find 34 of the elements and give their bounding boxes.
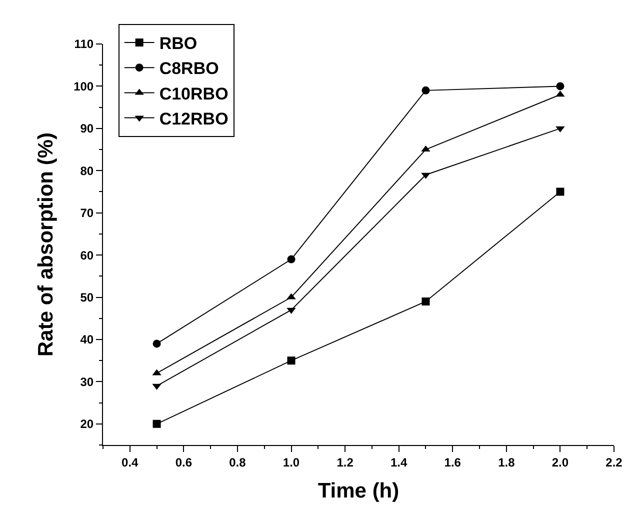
y-tick-label: 110 [74,37,94,52]
point [422,297,430,306]
y-tick-label: 60 [80,248,94,262]
y-axis-title: Rate of absorption (%) [34,132,58,356]
y-tick-label: 50 [80,290,94,304]
x-axis-title: Time (h) [318,480,400,503]
x-tick-label: 1.0 [282,455,300,470]
x-tick-label: 2.0 [552,455,569,470]
x-tick-label: 2.2 [606,455,623,470]
point [287,255,296,264]
y-tick-label: 30 [80,374,94,389]
x-tick-label: 1.8 [498,455,516,470]
y-tick-label: 100 [74,79,94,94]
y-tick-label: 20 [80,417,94,432]
y-tick-label: 90 [80,122,94,136]
y-tick-label: 80 [80,164,94,178]
x-tick-label: 1.2 [336,455,354,470]
legend-label: C10RBO [159,84,228,104]
x-tick-label: 0.8 [229,455,246,470]
legend-label: RBO [159,34,198,54]
point [152,340,161,348]
legend-label: C12RBO [159,109,228,128]
legend-label: C8RBO [159,59,219,78]
point [287,356,296,365]
x-tick-label: 1.4 [390,455,408,470]
x-tick-label: 0.4 [122,455,139,470]
point [556,188,564,196]
point [556,82,564,90]
y-tick-label: 70 [80,206,94,220]
x-tick-label: 0.6 [175,455,192,470]
point [422,86,430,94]
y-tick-label: 40 [80,332,94,347]
x-tick-label: 1.6 [444,455,462,470]
point [152,420,161,428]
